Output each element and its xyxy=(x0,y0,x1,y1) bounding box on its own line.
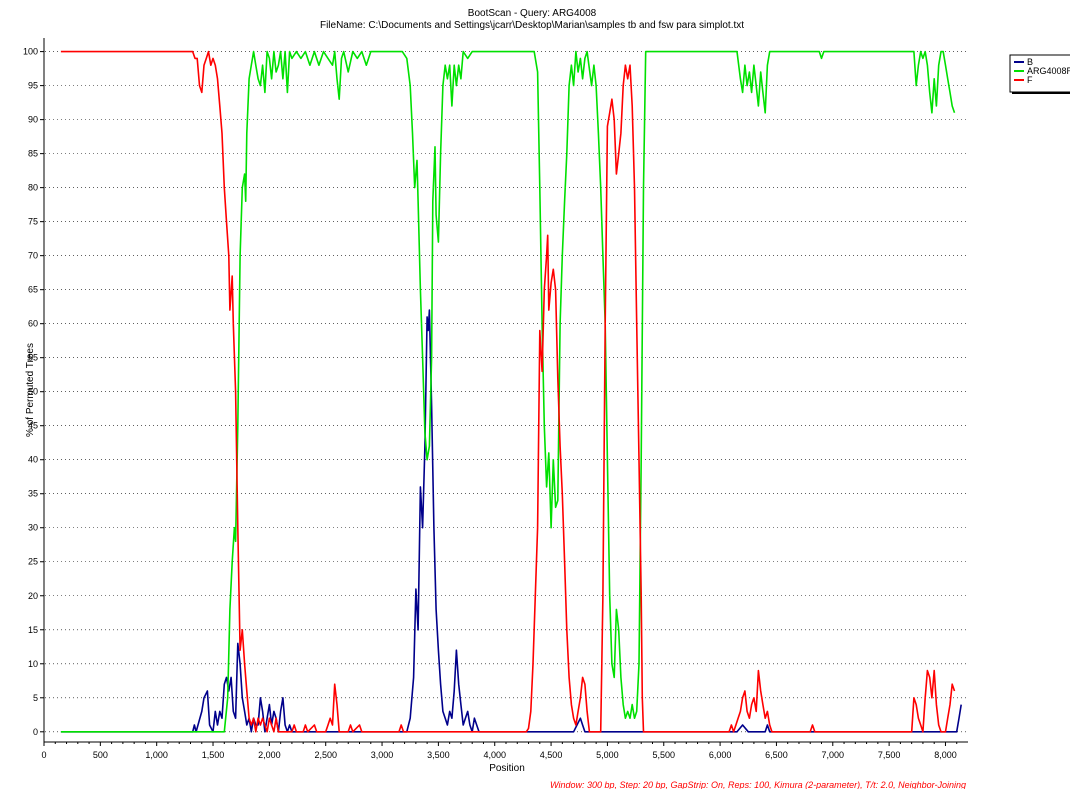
x-tick-label: 4,000 xyxy=(483,750,506,760)
chart-subtitle: FileName: C:\Documents and Settings\jcar… xyxy=(320,20,744,31)
y-tick-label: 35 xyxy=(28,489,38,499)
series-line-f xyxy=(60,50,956,733)
x-tick-label: 2,000 xyxy=(258,750,281,760)
y-axis-ticks: 0 5 10 15 20 25 30 35 40 45 50 55 60 65 70 75 80 85 90 95 10… xyxy=(23,47,968,737)
x-tick-label: 500 xyxy=(93,750,108,760)
y-tick-label: 95 xyxy=(28,81,38,91)
y-tick-label: 15 xyxy=(28,625,38,635)
y-tick-label: 5 xyxy=(33,693,38,703)
x-tick-label: 1,500 xyxy=(202,750,225,760)
y-tick-label: 60 xyxy=(28,319,38,329)
x-tick-label: 5,500 xyxy=(652,750,675,760)
y-tick-label: 85 xyxy=(28,149,38,159)
y-tick-label: 65 xyxy=(28,285,38,295)
y-tick-label: 30 xyxy=(28,523,38,533)
x-tick-label: 3,000 xyxy=(371,750,394,760)
y-tick-label: 70 xyxy=(28,251,38,261)
y-tick-label: 55 xyxy=(28,353,38,363)
x-tick-label: 3,500 xyxy=(427,750,450,760)
y-tick-label: 50 xyxy=(28,387,38,397)
y-tick-label: 100 xyxy=(23,47,38,57)
x-tick-label: 8,000 xyxy=(934,750,957,760)
x-axis-label: Position xyxy=(489,763,525,774)
x-tick-label: 4,500 xyxy=(540,750,563,760)
x-tick-label: 7,000 xyxy=(822,750,845,760)
y-tick-label: 20 xyxy=(28,591,38,601)
x-tick-label: 7,500 xyxy=(878,750,901,760)
y-axis-label: % of Permuted Trees xyxy=(25,343,36,437)
x-tick-label: 1,000 xyxy=(145,750,168,760)
chart-title: BootScan - Query: ARG4008 xyxy=(468,8,597,19)
x-tick-label: 0 xyxy=(41,750,46,760)
y-tick-label: 90 xyxy=(28,115,38,125)
chart-footer: Window: 300 bp, Step: 20 bp, GapStrip: O… xyxy=(550,780,966,789)
y-tick-label: 0 xyxy=(33,727,38,737)
y-tick-label: 80 xyxy=(28,183,38,193)
y-tick-label: 40 xyxy=(28,455,38,465)
series-lines xyxy=(60,50,962,733)
y-tick-label: 10 xyxy=(28,659,38,669)
x-tick-label: 6,000 xyxy=(709,750,732,760)
legend-label: ARG4008R xyxy=(1027,66,1070,76)
series-line-arg4008r xyxy=(60,50,956,733)
legend-label: B xyxy=(1027,57,1033,67)
series-line-b xyxy=(60,309,962,733)
x-tick-label: 5,000 xyxy=(596,750,619,760)
x-tick-label: 2,500 xyxy=(314,750,337,760)
y-tick-label: 75 xyxy=(28,217,38,227)
x-tick-label: 6,500 xyxy=(765,750,788,760)
legend-label: F xyxy=(1027,75,1033,85)
x-axis-ticks: 0 500 1,000 1,500 2,000 2,500 3,000 3,500 4,000 4… xyxy=(41,742,958,760)
y-tick-label: 25 xyxy=(28,557,38,567)
y-tick-label: 45 xyxy=(28,421,38,431)
